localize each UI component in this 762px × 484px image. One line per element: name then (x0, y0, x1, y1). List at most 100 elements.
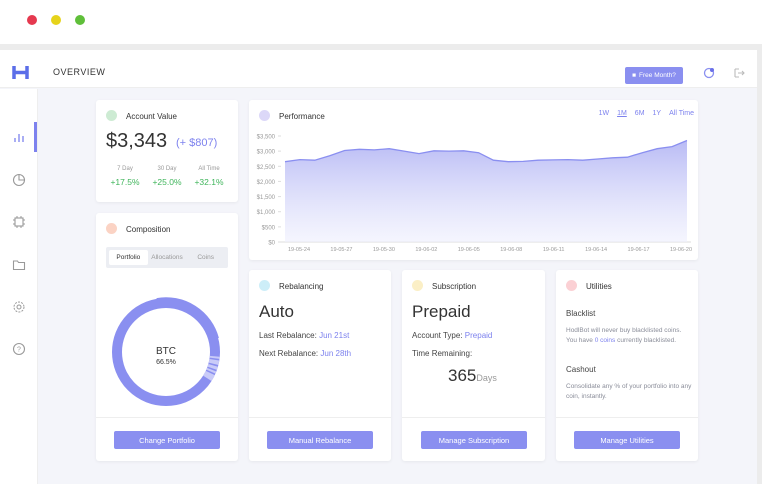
x-tick-label: 19-06-02 (415, 247, 437, 253)
stat-value: +32.1% (194, 177, 224, 187)
settings-icon[interactable] (12, 300, 26, 314)
donut-ring (112, 298, 220, 406)
bot-icon[interactable] (12, 215, 26, 229)
time-remaining-label: Time Remaining: (412, 349, 473, 358)
tab[interactable]: Portfolio (109, 250, 148, 265)
x-tick-label: 19-06-08 (500, 247, 522, 253)
help-icon[interactable]: ? (12, 342, 26, 356)
donut-minor-segments (112, 298, 220, 406)
card-icon (106, 110, 117, 121)
account-change: (+ $807) (176, 137, 218, 149)
x-tick-label: 19-06-17 (628, 247, 650, 253)
card-icon (259, 110, 270, 121)
composition-card: Composition Portfolio Allocations Coins BT… (96, 213, 238, 461)
card-icon (259, 280, 270, 291)
free-month-button[interactable]: ■ Free Month? (625, 67, 683, 84)
tab[interactable]: Coins (197, 254, 214, 261)
range-option[interactable]: 1W (598, 110, 610, 117)
label: Next Rebalance: (259, 349, 319, 358)
donut-chart: BTC 66.5% (111, 297, 221, 407)
x-tick-label: 19-06-05 (458, 247, 480, 253)
y-tick-label: $0 (268, 241, 275, 247)
card-title: Subscription (432, 282, 477, 291)
card-icon (412, 280, 423, 291)
utilities-card: Utilities Blacklist HodlBot will never b… (556, 270, 698, 461)
y-tick-label: $3,500 (257, 135, 276, 141)
last-rebalance: Last Rebalance: Jun 21st (259, 331, 349, 340)
stat: 30 Day +25.0% (146, 166, 188, 187)
card-title: Rebalancing (279, 282, 324, 291)
y-tick-label: $2,000 (257, 180, 276, 186)
tabs: Portfolio Allocations Coins (106, 247, 228, 268)
folder-icon[interactable] (12, 258, 26, 272)
card-footer (402, 417, 545, 461)
notifications-icon[interactable] (702, 66, 716, 80)
value: 365 (448, 366, 477, 385)
stat-value: +25.0% (152, 177, 182, 187)
subscription-card: Subscription Prepaid Account Type: Prepa… (402, 270, 545, 461)
cashout-title: Cashout (566, 365, 596, 374)
next-rebalance: Next Rebalance: Jun 28th (259, 349, 351, 358)
text: HodlBot will never buy blacklisted coins… (566, 327, 682, 344)
time-remaining: 365Days (448, 366, 497, 386)
unit: Days (476, 373, 497, 383)
dashboard-icon[interactable] (12, 130, 26, 144)
manual-rebalance-button[interactable]: Manual Rebalance (267, 431, 373, 449)
stat-label: 30 Day (157, 166, 177, 172)
tab[interactable]: Allocations (151, 254, 183, 261)
manage-utilities-button[interactable]: Manage Utilities (574, 431, 680, 449)
stat: All Time +32.1% (188, 166, 230, 187)
account-type: Account Type: Prepaid (412, 331, 492, 340)
window-minimize[interactable] (51, 15, 61, 25)
range-option[interactable]: 1Y (652, 110, 662, 117)
change-portfolio-button[interactable]: Change Portfolio (114, 431, 220, 449)
label: Last Rebalance: (259, 331, 317, 340)
account-value-card: Account Value $3,343 (+ $807) 7 Day +17.5… (96, 100, 238, 202)
card-icon (566, 280, 577, 291)
y-tick-label: $1,500 (257, 195, 276, 201)
card-title: Performance (279, 112, 325, 121)
card-title: Account Value (126, 112, 177, 121)
svg-text:?: ? (17, 347, 21, 354)
value: Jun 28th (320, 349, 352, 358)
blacklist-title: Blacklist (566, 309, 596, 318)
range-selector: 1W 1M 6M 1Y All Time (599, 110, 694, 117)
window-maximize[interactable] (75, 15, 85, 25)
card-footer (249, 417, 391, 461)
logout-icon[interactable] (733, 67, 745, 79)
gift-icon: ■ (632, 72, 637, 79)
active-indicator (34, 122, 37, 152)
x-tick-label: 19-06-20 (670, 247, 692, 253)
sidebar (0, 89, 38, 484)
card-title: Composition (126, 225, 171, 234)
range-option[interactable]: 6M (634, 110, 645, 117)
manage-subscription-button[interactable]: Manage Subscription (421, 431, 527, 449)
x-tick-label: 19-06-14 (585, 247, 607, 253)
x-tick-label: 19-06-11 (543, 247, 565, 253)
performance-chart: $3,500 $3,000 $2,500 $2,000 $1,500 $1,000 $500… (257, 135, 692, 254)
y-tick-label: $500 (262, 225, 276, 231)
stat-value: +17.5% (110, 177, 140, 187)
y-tick-label: $2,500 (257, 165, 276, 171)
donut-center-value: 66.5% (156, 359, 176, 366)
performance-area (285, 140, 687, 242)
card-footer (556, 417, 698, 461)
donut-center-label: BTC (156, 346, 176, 357)
stat: 7 Day +17.5% (104, 166, 146, 187)
range-option[interactable]: 1M (617, 110, 627, 117)
stat-label: 7 Day (117, 166, 133, 172)
x-tick-label: 19-05-30 (373, 247, 395, 253)
performance-line (284, 139, 688, 163)
portfolio-icon[interactable] (12, 173, 26, 187)
rebalancing-card: Rebalancing Auto Last Rebalance: Jun 21s… (249, 270, 391, 461)
page-title: OVERVIEW (53, 67, 106, 77)
rebalance-mode: Auto (259, 302, 294, 321)
account-value: $3,343 (106, 130, 168, 152)
window-close[interactable] (27, 15, 37, 25)
range-option[interactable]: All Time (669, 110, 694, 117)
free-month-label: Free Month? (639, 72, 676, 79)
link[interactable]: 0 coins (594, 337, 616, 344)
blacklist-text: HodlBot will never buy blacklisted coins… (566, 326, 692, 346)
logo[interactable] (12, 64, 30, 81)
